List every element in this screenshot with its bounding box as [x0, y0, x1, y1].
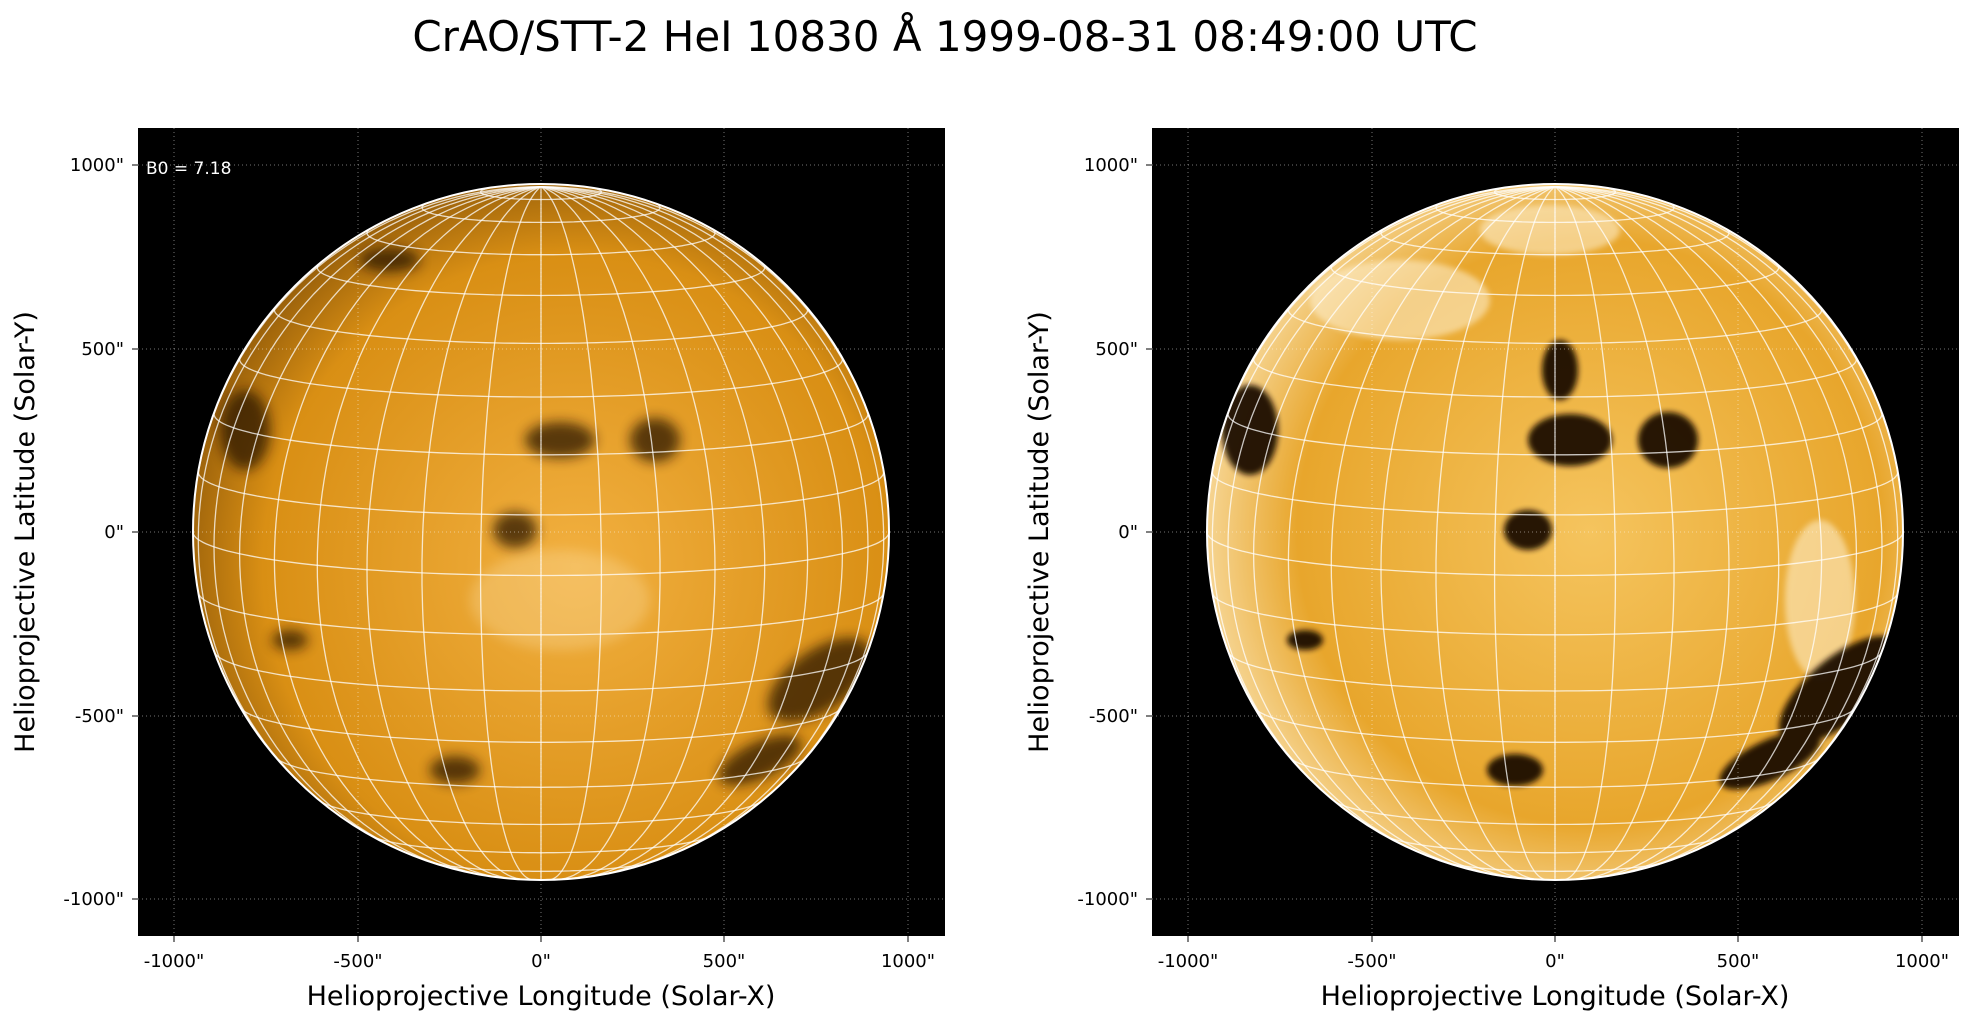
grid-line: [540, 186, 766, 879]
right-limb-circle: [1206, 183, 1904, 881]
grid-line: [1334, 800, 1776, 826]
right-xtick-label: 500": [1717, 951, 1760, 972]
grid-line: [421, 201, 661, 224]
grid-line: [430, 861, 652, 872]
grid-line: [193, 531, 889, 577]
grid-line: [1385, 835, 1725, 854]
grid-line: [213, 186, 542, 859]
left-xtick-label: 500": [703, 951, 746, 972]
grid-line: [316, 186, 542, 879]
grid-line: [1554, 186, 1675, 880]
grid-line: [213, 412, 869, 456]
right-y-axis-label: Helioprojective Latitude (Solar-Y): [1024, 311, 1055, 753]
grid-line: [1554, 186, 1780, 879]
grid-line: [1252, 186, 1556, 871]
right-xtick-label: -500": [1347, 951, 1396, 972]
grid-line: [238, 186, 542, 871]
grid-line: [421, 186, 542, 880]
grid-line: [1554, 186, 1730, 880]
grid-line: [1330, 263, 1780, 297]
right-ytick-label: -1000": [1077, 889, 1138, 910]
grid-line: [1252, 356, 1858, 398]
grid-line: [1290, 758, 1820, 788]
left-ytick-label: 1000": [70, 155, 124, 176]
grid-line: [1227, 412, 1883, 456]
grid-line: [1228, 652, 1882, 692]
grid-line: [1554, 186, 1883, 859]
grid-line: [1493, 186, 1556, 880]
right-xtick-label: -1000": [1158, 951, 1219, 972]
grid-line: [240, 708, 842, 743]
grid-line: [540, 186, 661, 880]
grid-line: [479, 186, 542, 880]
b0-annotation: B0 = 7.18: [146, 159, 231, 179]
right-sun-disk: [1207, 184, 1903, 880]
grid-line: [1554, 186, 1858, 871]
left-xtick-label: -500": [333, 951, 382, 972]
grid-line: [273, 306, 809, 345]
grid-line: [1493, 186, 1617, 201]
grid-line: [1554, 186, 1617, 880]
grid-line: [540, 186, 603, 880]
grid-line: [1380, 227, 1730, 256]
grid-line: [366, 186, 542, 880]
grid-line: [1287, 306, 1823, 345]
grid-line: [1444, 861, 1666, 872]
left-ytick-label: -500": [75, 706, 124, 727]
left-xtick-label: -1000": [144, 951, 205, 972]
right-x-axis-label: Helioprojective Longitude (Solar-X): [1321, 981, 1790, 1012]
left-ytick-label: -1000": [63, 889, 124, 910]
left-xtick-label: 0": [531, 951, 551, 972]
right-ytick-label: 500": [1095, 339, 1138, 360]
grid-line: [1211, 471, 1899, 516]
right-ytick-label: -500": [1089, 706, 1138, 727]
grid-line: [366, 227, 716, 256]
left-xtick-label: 1000": [881, 951, 935, 972]
grid-line: [1380, 186, 1556, 880]
figure-title: CrAO/STT-2 HeI 10830 Å 1999-08-31 08:49:…: [412, 12, 1478, 61]
grid-line: [197, 471, 885, 516]
grid-line: [197, 593, 885, 636]
left-ytick-label: 500": [81, 339, 124, 360]
left-sun-disk: [193, 184, 889, 880]
grid-line: [1435, 186, 1556, 880]
grid-line: [479, 186, 603, 201]
grid-line: [1227, 186, 1556, 859]
left-ytick-label: 0": [104, 522, 124, 543]
right-ytick-label: 0": [1118, 522, 1138, 543]
right-xtick-label: 0": [1545, 951, 1565, 972]
grid-line: [320, 800, 762, 826]
grid-line: [540, 186, 844, 871]
grid-line: [214, 652, 868, 692]
right-panel: -1000" -500" 0" 500" 1000" 1000" 500" 0"…: [1024, 128, 1959, 1012]
grid-line: [1330, 186, 1556, 879]
left-x-axis-label: Helioprojective Longitude (Solar-X): [307, 981, 776, 1012]
grid-line: [276, 758, 806, 788]
grid-line: [1207, 531, 1903, 577]
left-y-axis-label: Helioprojective Latitude (Solar-Y): [10, 311, 41, 753]
left-panel: B0 = 7.18 -1000" -500" 0" 500" 1000" 100…: [10, 128, 945, 1012]
grid-line: [1435, 201, 1675, 224]
grid-line: [540, 186, 716, 880]
grid-line: [1254, 708, 1856, 743]
grid-line: [371, 835, 711, 854]
grid-line: [316, 263, 766, 297]
right-ytick-label: 1000": [1084, 155, 1138, 176]
right-xtick-label: 1000": [1895, 951, 1949, 972]
left-limb-circle: [192, 183, 890, 881]
grid-line: [1211, 593, 1899, 636]
grid-line: [238, 356, 844, 398]
grid-line: [540, 186, 869, 859]
